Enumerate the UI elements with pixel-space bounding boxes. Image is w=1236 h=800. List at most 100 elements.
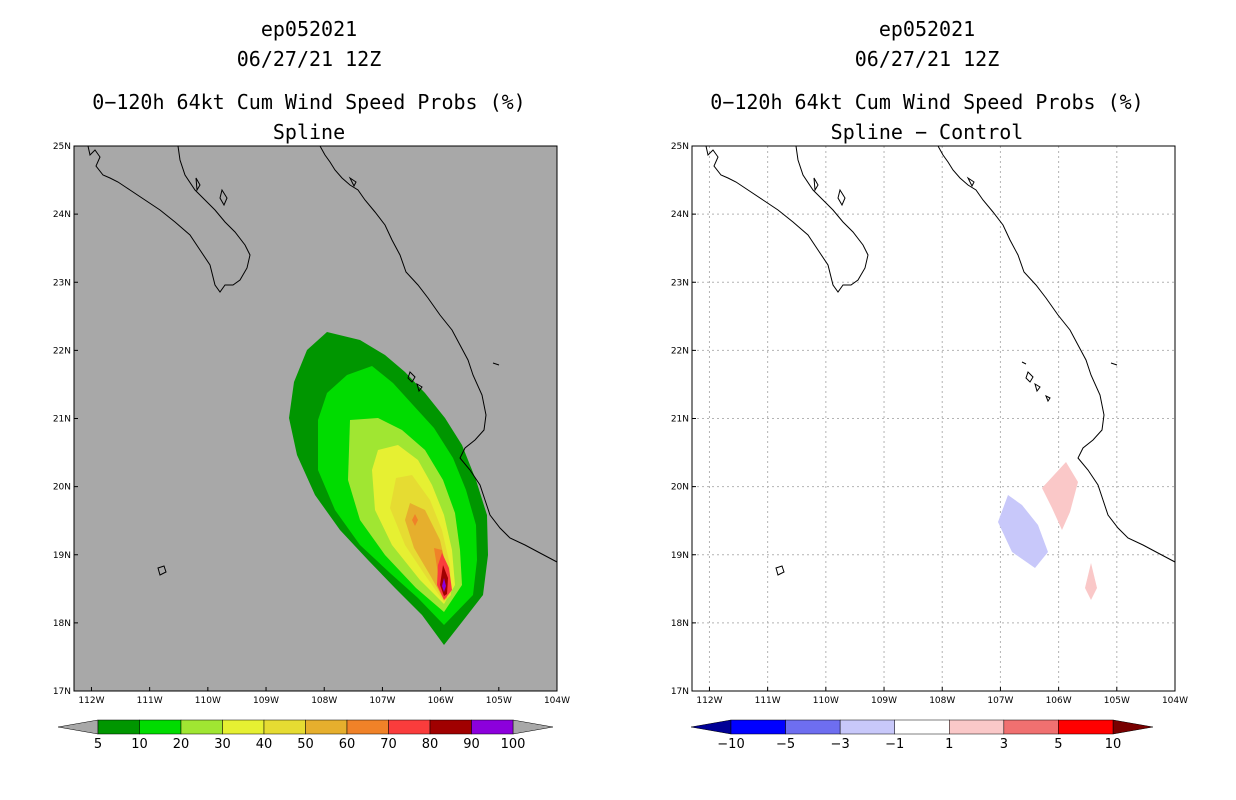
colorbar-cell <box>305 719 348 735</box>
colorbar-high-arrow <box>512 719 554 735</box>
island <box>492 362 500 366</box>
colorbar-label: 40 <box>256 737 273 752</box>
colorbar-label: 80 <box>422 737 439 752</box>
island <box>219 188 228 207</box>
colorbar-label: 30 <box>214 737 231 752</box>
x-tick-label: 104W <box>1162 696 1188 706</box>
colorbar-label: 60 <box>339 737 356 752</box>
x-tick-label: 111W <box>137 696 163 706</box>
x-tick-label: 111W <box>755 696 781 706</box>
y-tick-label: 25N <box>671 142 689 152</box>
x-tick-label: 112W <box>78 696 104 706</box>
x-tick-label: 108W <box>311 696 337 706</box>
colorbar-low-arrow <box>57 719 99 735</box>
colorbar-cell <box>730 719 786 735</box>
colorbar-label: −5 <box>776 737 795 752</box>
x-tick-label: 105W <box>486 696 512 706</box>
colorbar-label: 5 <box>1054 737 1062 752</box>
chart-title: 0−120h 64kt Cum Wind Speed Probs (%) <box>710 90 1144 114</box>
y-tick-label: 24N <box>671 210 689 220</box>
colorbar-cell <box>139 719 182 735</box>
colorbar-cell <box>222 719 265 735</box>
axes: 112W 111W 110W 109W 108W 107W 106W 105W 104W 17N 1… <box>671 142 1188 706</box>
x-tick-label: 110W <box>195 696 221 706</box>
island <box>1045 394 1051 403</box>
y-tick-label: 21N <box>671 415 689 425</box>
colorbar: −10 −5 −3 −1 1 3 5 10 <box>690 719 1154 752</box>
colorbar-cell <box>346 719 389 735</box>
x-tick-label: 109W <box>253 696 279 706</box>
colorbar-cell <box>263 719 306 735</box>
storm-id: ep052021 <box>878 17 976 41</box>
colorbar-high-arrow <box>1112 719 1154 735</box>
colorbar-cell <box>1058 719 1114 735</box>
colorbar-cell <box>894 719 950 735</box>
positive-anomaly <box>1085 563 1097 600</box>
storm-id: ep052021 <box>260 17 358 41</box>
y-tick-label: 20N <box>53 483 71 493</box>
axes: 112W 111W 110W 109W 108W 107W 106W 105W 104W 17N 1… <box>53 142 570 706</box>
colorbar-low-arrow <box>690 719 732 735</box>
colorbar-label: 10 <box>1105 737 1122 752</box>
x-tick-label: 110W <box>813 696 839 706</box>
colorbar-label: 10 <box>131 737 148 752</box>
y-tick-label: 21N <box>53 415 71 425</box>
probability-contours <box>289 332 488 645</box>
island <box>416 382 423 393</box>
y-tick-label: 18N <box>671 619 689 629</box>
x-tick-label: 109W <box>871 696 897 706</box>
island <box>157 565 167 576</box>
colorbar-label: 20 <box>173 737 190 752</box>
x-tick-label: 105W <box>1104 696 1130 706</box>
colorbar-label: 100 <box>501 737 526 752</box>
x-tick-label: 106W <box>428 696 454 706</box>
y-tick-label: 17N <box>53 687 71 697</box>
island <box>966 176 975 188</box>
colorbar-cell <box>180 719 223 735</box>
island <box>1110 362 1118 366</box>
island <box>1021 361 1027 365</box>
y-tick-label: 19N <box>671 551 689 561</box>
x-tick-label: 107W <box>987 696 1013 706</box>
colorbar-label: 1 <box>945 737 953 752</box>
contour-60-spot <box>412 514 418 526</box>
mainland-coastline <box>319 146 557 563</box>
x-tick-label: 108W <box>929 696 955 706</box>
island <box>775 565 785 576</box>
baja-coastline <box>87 146 251 293</box>
colorbar-label: 90 <box>463 737 480 752</box>
y-tick-label: 25N <box>53 142 71 152</box>
gridlines <box>692 146 1175 691</box>
colorbar-cell <box>785 719 841 735</box>
colorbar-cell <box>429 719 472 735</box>
y-tick-label: 17N <box>671 687 689 697</box>
x-tick-label: 104W <box>544 696 570 706</box>
colorbar-label: 5 <box>94 737 102 752</box>
island <box>837 188 846 207</box>
y-tick-label: 20N <box>671 483 689 493</box>
chart-subtitle: Spline − Control <box>830 120 1024 144</box>
y-tick-label: 23N <box>671 278 689 288</box>
island <box>195 177 201 192</box>
coastlines <box>87 146 557 576</box>
colorbar-cell <box>97 719 140 735</box>
y-tick-label: 18N <box>53 619 71 629</box>
contour-90 <box>442 578 446 592</box>
colorbar: 5 10 20 30 40 50 60 70 80 90 100 <box>57 719 554 752</box>
island <box>813 177 819 192</box>
chart-title: 0−120h 64kt Cum Wind Speed Probs (%) <box>92 90 526 114</box>
negative-anomaly <box>998 495 1048 568</box>
positive-anomaly <box>1042 462 1078 530</box>
island <box>348 176 357 188</box>
baja-coastline <box>705 146 869 293</box>
colorbar-cell <box>839 719 895 735</box>
y-tick-label: 19N <box>53 551 71 561</box>
colorbar-label: −10 <box>717 737 744 752</box>
left-map: 112W 111W 110W 109W 108W 107W 106W 105W 104W 17N 1… <box>53 142 570 752</box>
datetime: 06/27/21 12Z <box>236 47 382 71</box>
right-panel: ep052021 06/27/21 12Z 0−120h 64kt Cum Wi… <box>618 0 1236 800</box>
difference-contours <box>998 462 1097 600</box>
colorbar-cell <box>388 719 431 735</box>
colorbar-label: −3 <box>831 737 850 752</box>
colorbar-label: 3 <box>1000 737 1008 752</box>
